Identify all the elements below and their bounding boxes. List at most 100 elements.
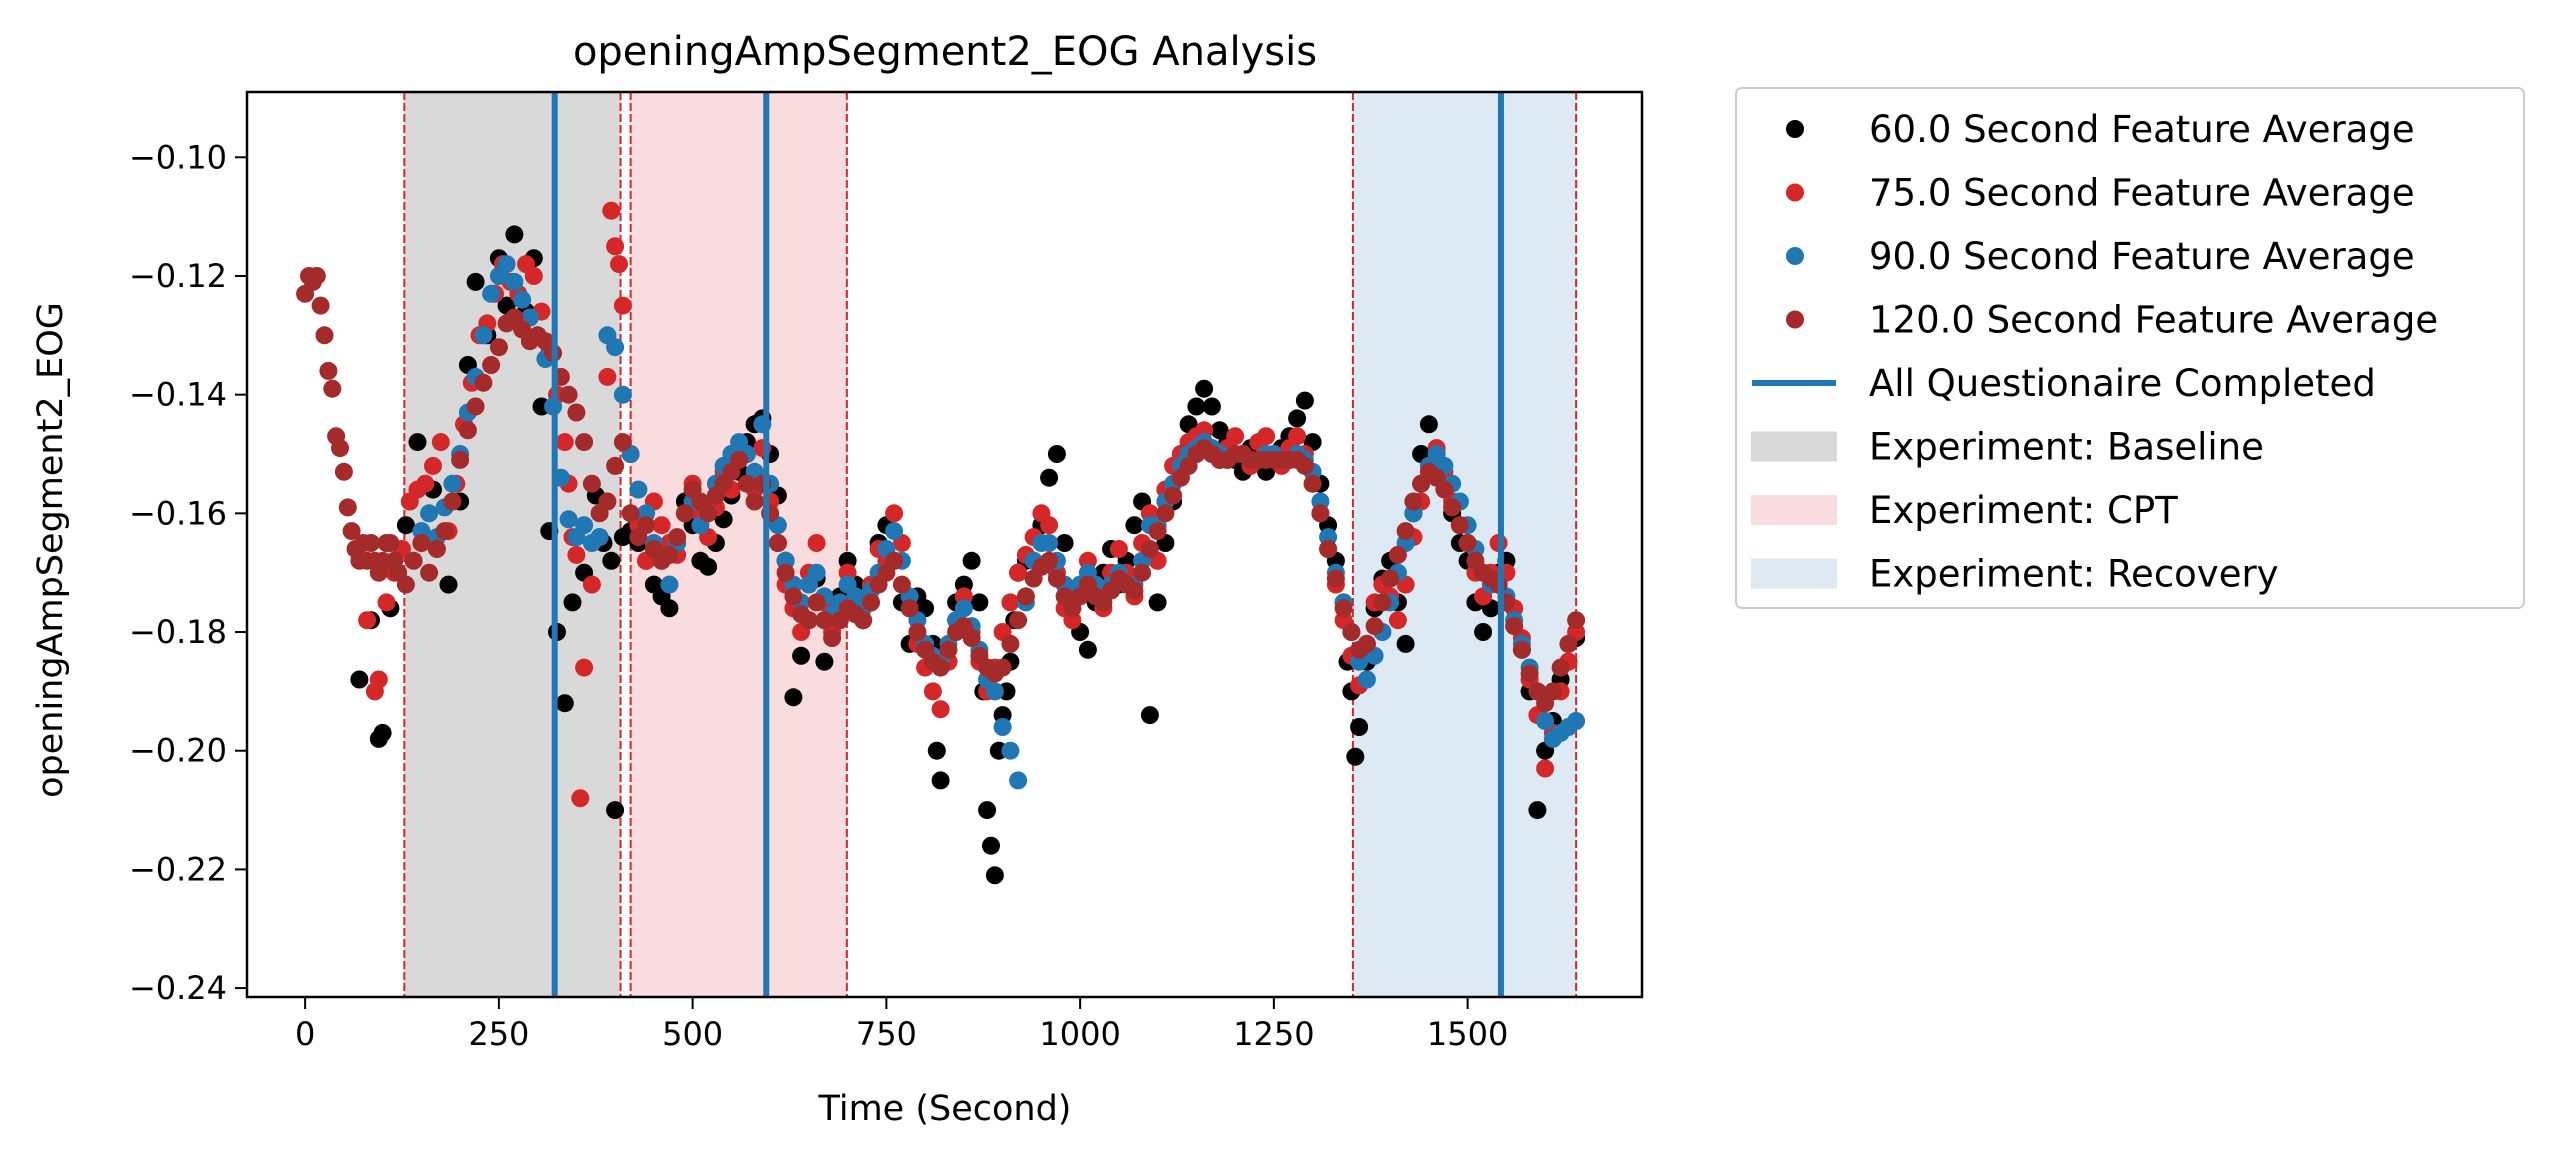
point-0-0 bbox=[350, 670, 369, 689]
point-3-98 bbox=[962, 629, 981, 647]
point-3-176 bbox=[1567, 611, 1586, 630]
point-2-11 bbox=[497, 255, 516, 274]
point-0-130 bbox=[1346, 747, 1365, 766]
point-0-108 bbox=[1187, 397, 1206, 416]
point-3-162 bbox=[1458, 534, 1477, 552]
legend-label-span-0: Experiment: Baseline bbox=[1869, 426, 2264, 469]
point-3-28 bbox=[420, 563, 439, 582]
point-3-5 bbox=[315, 326, 334, 345]
point-1-22 bbox=[524, 267, 543, 285]
point-1-78 bbox=[923, 682, 942, 701]
series-3 bbox=[296, 267, 1586, 713]
point-2-75 bbox=[993, 718, 1012, 736]
legend-label-3: 120.0 Second Feature Average bbox=[1869, 299, 2438, 342]
point-2-25 bbox=[606, 338, 625, 357]
point-3-104 bbox=[1009, 611, 1028, 630]
point-3-48 bbox=[575, 433, 594, 452]
point-0-140 bbox=[1419, 415, 1438, 434]
point-3-80 bbox=[823, 629, 842, 647]
point-0-90 bbox=[1047, 445, 1066, 463]
point-1-35 bbox=[602, 201, 621, 220]
point-0-5 bbox=[396, 516, 415, 535]
point-0-79 bbox=[985, 866, 1004, 885]
point-3-79 bbox=[815, 611, 834, 630]
point-3-102 bbox=[993, 658, 1012, 677]
point-2-12 bbox=[505, 272, 524, 291]
point-3-10 bbox=[334, 462, 353, 481]
point-3-91 bbox=[908, 623, 927, 641]
chart-title: openingAmpSegment2_EOG Analysis bbox=[573, 29, 1317, 75]
point-3-85 bbox=[861, 593, 880, 612]
point-1-34 bbox=[598, 367, 617, 386]
legend-label-0: 60.0 Second Feature Average bbox=[1869, 108, 2415, 151]
point-3-121 bbox=[1140, 540, 1159, 558]
point-0-50 bbox=[784, 688, 803, 707]
point-2-8 bbox=[474, 326, 493, 345]
point-1-43 bbox=[652, 516, 671, 535]
point-0-100 bbox=[1125, 516, 1144, 535]
point-2-4 bbox=[443, 474, 462, 493]
point-0-102 bbox=[1140, 706, 1159, 725]
point-3-153 bbox=[1388, 545, 1407, 564]
point-3-146 bbox=[1334, 599, 1353, 618]
y-tick-label-0: −0.24 bbox=[129, 969, 227, 1007]
point-3-36 bbox=[482, 356, 501, 374]
point-0-27 bbox=[606, 801, 625, 820]
point-3-88 bbox=[885, 551, 904, 570]
point-0-103 bbox=[1148, 593, 1167, 612]
point-0-91 bbox=[1055, 534, 1074, 552]
point-3-124 bbox=[1164, 486, 1183, 505]
x-tick-label-4: 1000 bbox=[1039, 1015, 1120, 1053]
point-3-89 bbox=[892, 575, 911, 594]
point-3-170 bbox=[1520, 664, 1539, 683]
point-3-95 bbox=[939, 640, 958, 659]
point-3-46 bbox=[559, 385, 578, 404]
point-3-32 bbox=[451, 450, 470, 469]
point-3-12 bbox=[342, 522, 361, 541]
point-3-147 bbox=[1342, 623, 1361, 641]
point-1-9 bbox=[424, 456, 442, 475]
point-3-161 bbox=[1450, 516, 1469, 535]
point-3-144 bbox=[1319, 540, 1338, 558]
point-3-123 bbox=[1156, 504, 1175, 523]
point-0-34 bbox=[660, 599, 679, 618]
point-0-147 bbox=[1474, 623, 1493, 641]
point-0-22 bbox=[563, 593, 582, 612]
point-3-73 bbox=[768, 534, 787, 552]
point-1-31 bbox=[575, 658, 594, 677]
point-0-6 bbox=[408, 433, 427, 452]
point-1-2 bbox=[369, 670, 388, 689]
point-1-125 bbox=[1288, 427, 1307, 446]
point-3-90 bbox=[900, 599, 919, 618]
legend-label-1: 75.0 Second Feature Average bbox=[1869, 172, 2415, 215]
point-3-77 bbox=[799, 611, 818, 630]
point-0-154 bbox=[1528, 801, 1547, 820]
point-3-56 bbox=[637, 516, 656, 535]
point-0-109 bbox=[1195, 379, 1214, 398]
point-3-49 bbox=[582, 474, 601, 493]
point-1-157 bbox=[1536, 759, 1555, 778]
point-3-160 bbox=[1443, 498, 1462, 517]
legend-label-2: 90.0 Second Feature Average bbox=[1869, 235, 2415, 278]
point-3-34 bbox=[466, 397, 485, 416]
point-2-76 bbox=[1001, 741, 1020, 760]
y-tick-label-2: −0.20 bbox=[129, 732, 227, 770]
point-0-54 bbox=[815, 652, 834, 671]
point-2-74 bbox=[985, 682, 1004, 701]
point-3-122 bbox=[1148, 522, 1167, 541]
point-3-174 bbox=[1551, 658, 1570, 677]
point-3-143 bbox=[1311, 504, 1330, 523]
point-3-25 bbox=[396, 575, 415, 594]
point-1-121 bbox=[1257, 427, 1276, 446]
point-1-10 bbox=[431, 433, 450, 452]
x-axis-label: Time (Second) bbox=[818, 1089, 1072, 1129]
point-3-159 bbox=[1435, 480, 1454, 499]
point-3-53 bbox=[613, 433, 632, 452]
point-3-61 bbox=[675, 504, 694, 523]
point-3-168 bbox=[1505, 617, 1524, 636]
point-0-74 bbox=[962, 551, 981, 570]
point-3-94 bbox=[931, 658, 950, 677]
point-3-145 bbox=[1326, 569, 1345, 588]
point-3-105 bbox=[1016, 587, 1035, 606]
point-3-37 bbox=[489, 338, 508, 357]
